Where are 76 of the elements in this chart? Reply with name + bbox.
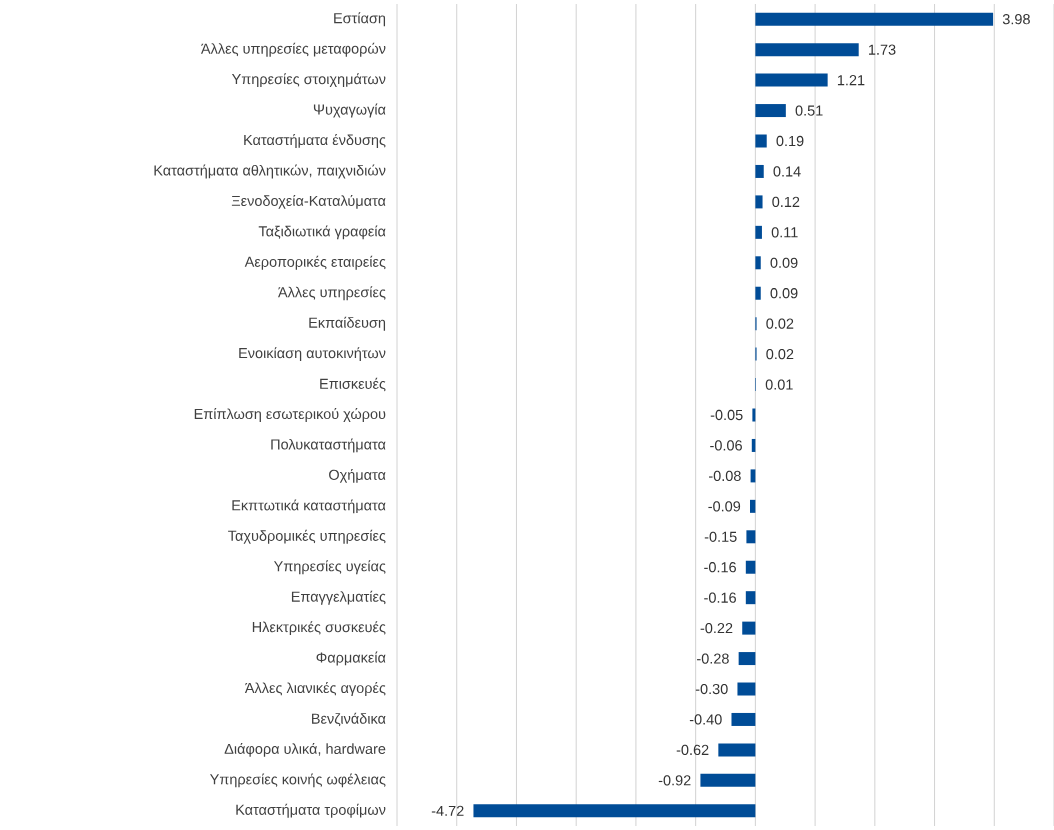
y-tick-label: Υπηρεσίες υγείας (273, 560, 386, 575)
y-tick-label: Καταστήματα τροφίμων (236, 803, 386, 818)
data-label: 0.02 (766, 348, 794, 360)
data-label: 0.14 (773, 166, 801, 177)
data-label: -0.92 (658, 775, 691, 786)
bar (755, 104, 786, 118)
data-label: -0.09 (708, 501, 741, 512)
y-tick-label: Άλλες υπηρεσίες (278, 286, 386, 301)
data-label: -0.62 (676, 744, 709, 756)
y-tick-label: Αεροπορικές εταιρείες (244, 255, 386, 270)
data-label: -0.15 (704, 531, 737, 542)
y-tick-label: Άλλες υπηρεσίες μεταφορών (200, 42, 386, 57)
data-label: 0.01 (765, 379, 793, 390)
data-label: 3.98 (1002, 14, 1030, 25)
y-tick-label: Εκπτωτικά καταστήματα (232, 499, 386, 514)
data-label: 0.51 (795, 105, 823, 116)
y-tick-label: Επαγγελματίες (291, 590, 386, 605)
data-label: -0.22 (700, 622, 733, 634)
bar (731, 712, 756, 726)
data-label: -0.40 (689, 714, 722, 725)
y-tick-label: Ενοικίαση αυτοκινήτων (239, 347, 386, 362)
bar (755, 73, 828, 87)
bar (746, 530, 756, 544)
bar (755, 225, 762, 239)
y-tick-label: Ξενοδοχεία-Καταλύματα (231, 194, 386, 209)
y-tick-label: Καταστήματα αθλητικών, παιχνιδιών (154, 164, 386, 179)
y-tick-label: Άλλες λιανικές αγορές (244, 682, 386, 696)
data-label: 0.09 (770, 257, 798, 268)
y-tick-label: Οχήματα (329, 468, 386, 483)
data-label: -0.05 (710, 409, 743, 421)
data-label: 0.12 (772, 196, 800, 208)
bar (755, 12, 994, 26)
bar (755, 164, 764, 178)
y-tick-label: Υπηρεσίες στοιχημάτων (231, 73, 386, 88)
data-label: 0.02 (766, 318, 794, 329)
data-label: 1.73 (869, 44, 896, 55)
data-label: -0.30 (695, 683, 728, 695)
data-label: -0.08 (708, 470, 741, 482)
bar (755, 286, 761, 300)
data-label: -0.16 (704, 562, 736, 573)
data-label: 0.11 (771, 227, 798, 238)
bar (752, 408, 756, 422)
bar (737, 682, 756, 696)
y-tick-label: Διάφορα υλικά, hardware (224, 742, 386, 757)
y-tick-label: Ταξιδιωτικά γραφεία (258, 225, 386, 240)
bar (742, 621, 756, 635)
y-tick-label: Επισκευές (320, 377, 386, 392)
y-tick-label: Υπηρεσίες κοινής ωφέλειας (209, 773, 386, 788)
y-tick-label: Ψυχαγωγία (313, 103, 386, 118)
bar (755, 256, 761, 270)
bar (755, 134, 767, 148)
bar (755, 43, 859, 57)
y-tick-label: Βενζινάδικα (312, 712, 386, 727)
y-tick-label: Καταστήματα ένδυσης (244, 134, 386, 148)
data-label: 1.21 (837, 75, 865, 86)
data-label: -4.72 (431, 805, 464, 816)
bar (718, 743, 756, 757)
y-tick-label: Πολυκαταστήματα (271, 438, 386, 453)
data-label: 0.19 (776, 135, 804, 147)
data-label: -0.28 (697, 653, 729, 664)
y-tick-label: Εστίαση (334, 12, 386, 27)
data-label: 0.09 (770, 288, 798, 299)
bar (745, 560, 756, 574)
y-tick-label: Εκπαίδευση (309, 316, 386, 331)
y-tick-label: Επίπλωση εσωτερικού χώρου (194, 408, 386, 422)
y-tick-label: Φαρμακεία (316, 651, 386, 666)
data-label: -0.16 (704, 592, 736, 603)
bar (745, 591, 756, 605)
bar (473, 804, 756, 818)
y-tick-label: Ταχυδρομικές υπηρεσίες (228, 529, 386, 544)
y-tick-label: Ηλεκτρικές συσκευές (252, 621, 386, 636)
bar (750, 499, 756, 513)
bar (755, 195, 763, 209)
bar (738, 652, 756, 666)
bar (700, 773, 756, 787)
data-label: -0.06 (710, 440, 742, 451)
